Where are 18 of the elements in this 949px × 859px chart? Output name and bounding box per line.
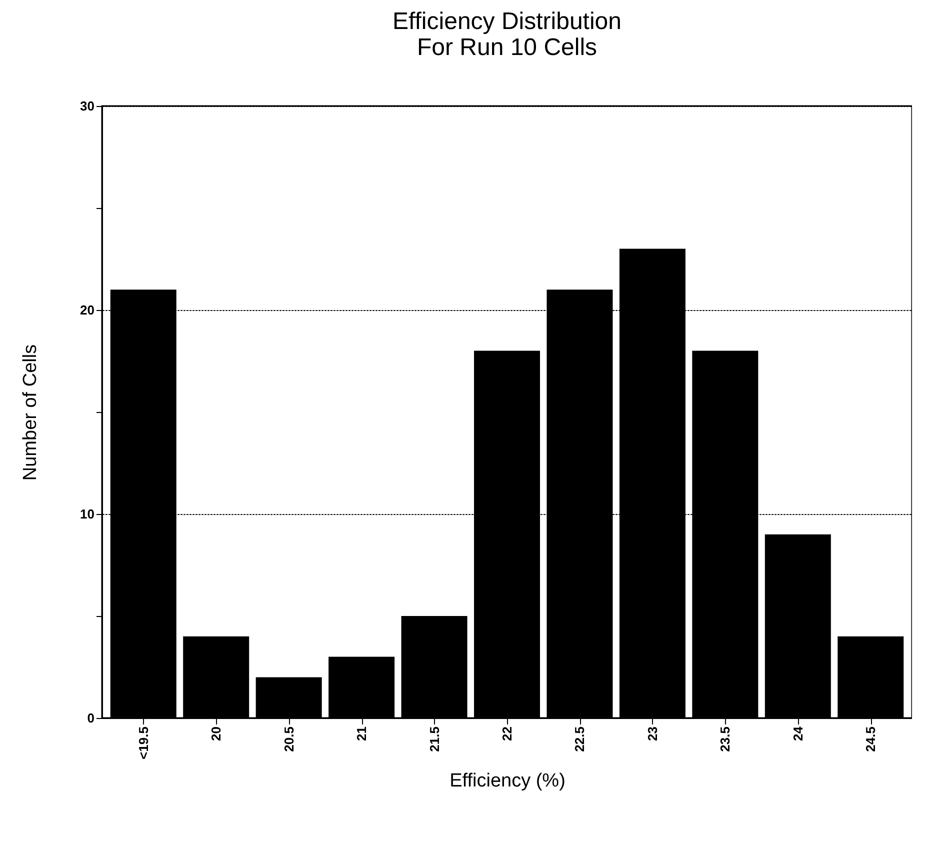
x-tick-label: 23 <box>644 726 660 741</box>
x-tick-label: 20 <box>208 726 224 741</box>
y-tick-label: 20 <box>80 302 94 318</box>
x-axis-title: Efficiency (%) <box>450 770 566 792</box>
x-tick-label: 24.5 <box>863 726 878 752</box>
y-tick-label: 0 <box>87 710 94 726</box>
y-tick-label: 30 <box>80 98 94 114</box>
x-tick-label: <19.5 <box>136 726 151 760</box>
y-axis-title: Number of Cells <box>20 344 42 481</box>
x-tick-label: 20.5 <box>281 726 296 752</box>
y-tick-label: 10 <box>80 506 94 522</box>
x-tick-label: 21.5 <box>426 726 442 752</box>
x-tick-label: 22.5 <box>572 726 588 752</box>
x-tick-label: 22 <box>500 726 514 741</box>
x-tick-label: 24 <box>790 726 806 741</box>
x-tick-label: 23.5 <box>718 726 733 752</box>
chart-title: Efficiency Distribution For Run 10 Cells <box>392 8 622 61</box>
x-tick-label: 21 <box>354 726 370 741</box>
